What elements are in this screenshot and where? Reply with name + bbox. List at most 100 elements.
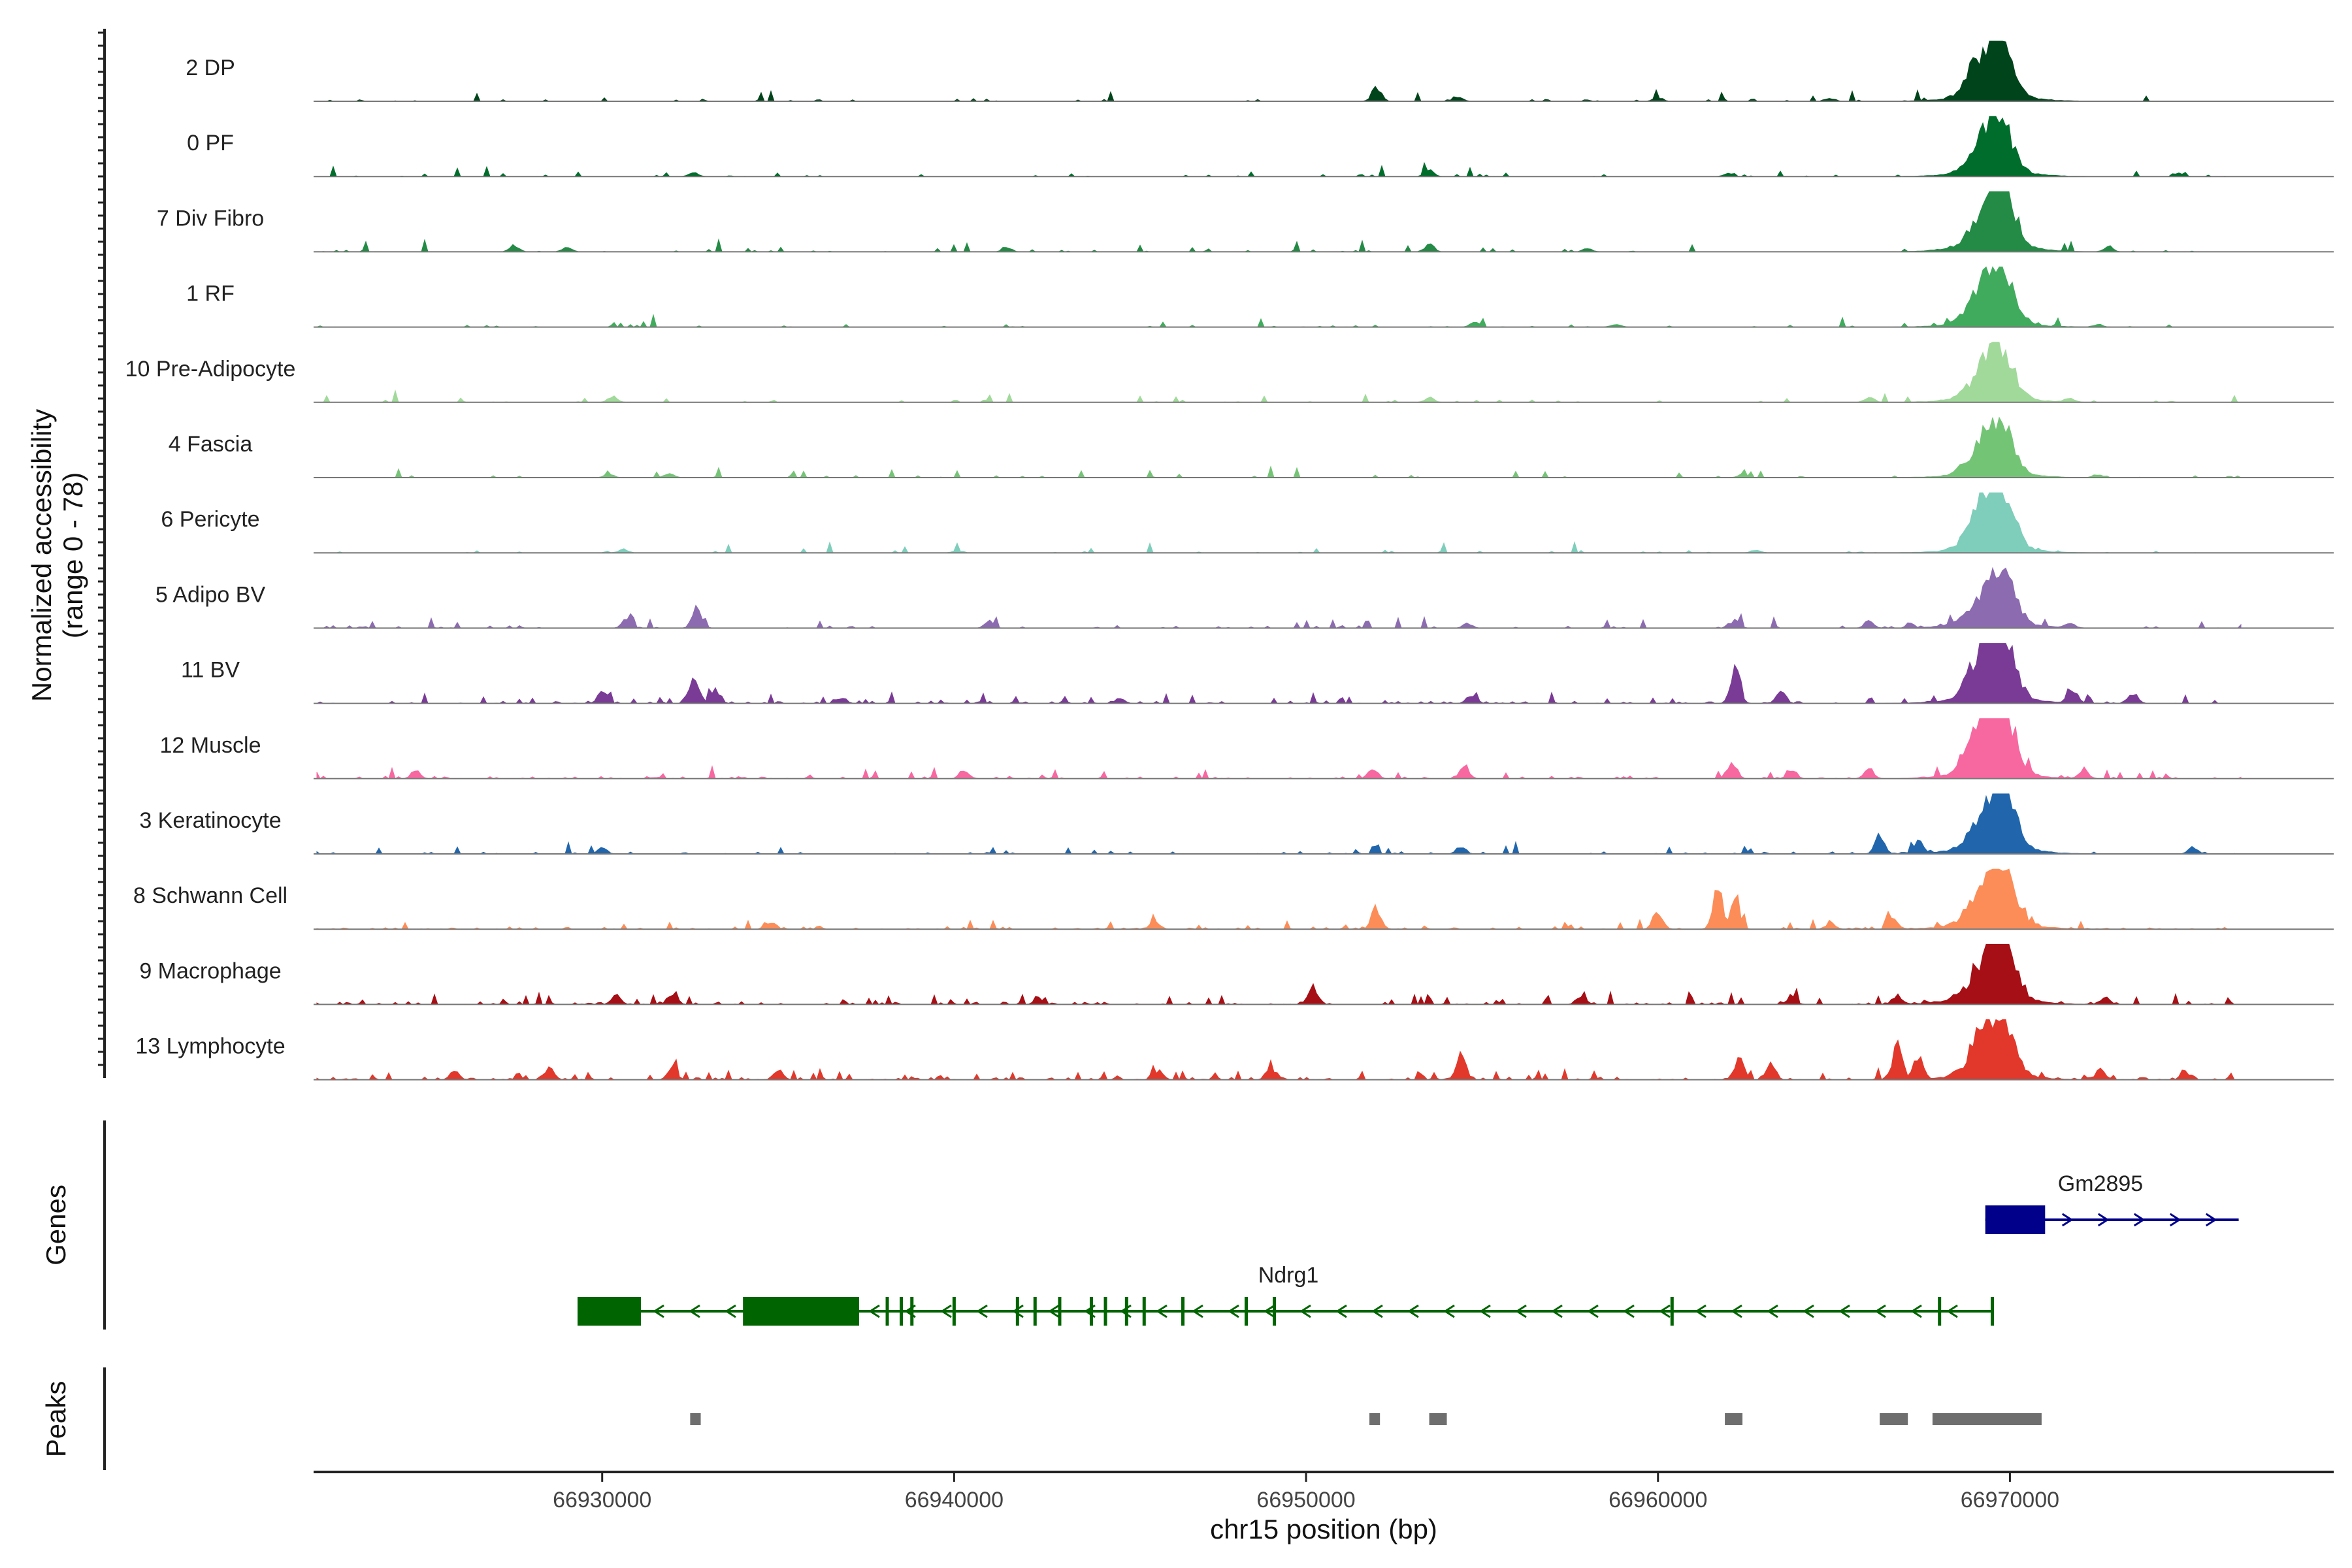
strand-arrow xyxy=(653,1304,664,1318)
strand-arrow xyxy=(1479,1304,1491,1318)
peak-region xyxy=(690,1413,701,1425)
strand-arrow xyxy=(1228,1304,1239,1318)
track-11-bv: 11 BV xyxy=(181,643,2334,704)
coverage-area xyxy=(317,492,2241,554)
strand-arrow xyxy=(1551,1304,1563,1318)
strand-arrow xyxy=(1515,1304,1527,1318)
strand-arrow xyxy=(1264,1304,1275,1318)
gene-coding-exon xyxy=(578,1297,641,1326)
strand-arrow xyxy=(868,1304,880,1318)
x-tick-label: 66940000 xyxy=(905,1488,1004,1512)
track-label: 5 Adipo BV xyxy=(155,582,266,607)
coverage-area xyxy=(316,266,2241,328)
strand-arrow xyxy=(1587,1304,1599,1318)
track-2-dp: 2 DP xyxy=(186,41,2334,102)
coverage-area xyxy=(317,41,2241,102)
track-0-pf: 0 PF xyxy=(187,116,2334,178)
strand-arrow xyxy=(1695,1304,1707,1318)
x-tick-label: 66970000 xyxy=(1961,1488,2059,1512)
y-axis-range: (range 0 - 78) xyxy=(57,472,88,638)
track-12-muscle: 12 Muscle xyxy=(160,718,2334,779)
track-label: 7 Div Fibro xyxy=(157,206,264,231)
strand-arrow xyxy=(1443,1304,1455,1318)
strand-arrow xyxy=(1048,1304,1060,1318)
strand-arrow xyxy=(1299,1304,1311,1318)
track-label: 1 RF xyxy=(186,282,235,306)
strand-arrow xyxy=(1192,1304,1203,1318)
gene-coding-exon xyxy=(1985,1205,2046,1234)
strand-arrow xyxy=(1012,1304,1024,1318)
genes-panel-label: Genes xyxy=(41,1184,71,1266)
genes-panel: Genes Ndrg1 Gm2895 xyxy=(41,1120,2239,1330)
track-6-pericyte: 6 Pericyte xyxy=(161,492,2334,554)
track-label: 10 Pre-Adipocyte xyxy=(125,357,296,382)
peaks-panel-label: Peaks xyxy=(41,1381,71,1458)
strand-arrow xyxy=(976,1304,988,1318)
track-label: 12 Muscle xyxy=(160,733,261,758)
strand-arrow xyxy=(1874,1304,1886,1318)
track-8-schwann-cell: 8 Schwann Cell xyxy=(133,868,2334,930)
strand-arrow xyxy=(1659,1304,1671,1318)
x-tick-label: 66930000 xyxy=(553,1488,651,1512)
peak-region xyxy=(1932,1413,2042,1425)
coverage-area xyxy=(316,943,2241,1005)
strand-arrow xyxy=(1803,1304,1814,1318)
strand-arrow xyxy=(2097,1213,2110,1227)
x-tick-label: 66950000 xyxy=(1256,1488,1355,1512)
coverage-area xyxy=(317,191,2241,253)
track-5-adipo-bv: 5 Adipo BV xyxy=(155,566,2334,629)
x-axis: chr15 position (bp) 66930000 66940000 6695… xyxy=(314,1471,2334,1544)
track-1-rf: 1 RF xyxy=(186,266,2334,328)
strand-arrow xyxy=(1946,1304,1958,1318)
track-label: 11 BV xyxy=(181,658,240,683)
coverage-area xyxy=(317,342,2241,403)
strand-arrow xyxy=(689,1304,700,1318)
strand-arrow xyxy=(1731,1304,1742,1318)
strand-arrow xyxy=(1156,1304,1168,1318)
strand-arrow xyxy=(1371,1304,1383,1318)
strand-arrow xyxy=(2205,1213,2217,1227)
x-tick-label: 66960000 xyxy=(1609,1488,1707,1512)
track-label: 3 Keratinocyte xyxy=(139,808,281,833)
coverage-area xyxy=(316,718,2242,779)
strand-arrow xyxy=(940,1304,952,1318)
peak-region xyxy=(1429,1413,1447,1425)
track-label: 6 Pericyte xyxy=(161,507,259,532)
track-9-macrophage: 9 Macrophage xyxy=(139,943,2334,1005)
track-13-lymphocyte: 13 Lymphocyte xyxy=(135,1019,2334,1081)
track-label: 13 Lymphocyte xyxy=(135,1034,285,1059)
coverage-area xyxy=(316,1019,2241,1081)
strand-arrow xyxy=(2133,1213,2146,1227)
strand-arrow xyxy=(1910,1304,1922,1318)
coverage-tracks: 2 DP 0 PF 7 Div Fibro 1 RF 10 Pre-Adipocyte 4… xyxy=(125,41,2334,1081)
strand-arrow xyxy=(2169,1213,2181,1227)
coverage-area xyxy=(316,793,2241,855)
gene-name-label: Gm2895 xyxy=(2058,1171,2143,1196)
strand-arrow xyxy=(1335,1304,1347,1318)
track-4-fascia: 4 Fascia xyxy=(169,416,2334,478)
gene-name-label: Ndrg1 xyxy=(1258,1263,1319,1288)
strand-arrow xyxy=(1407,1304,1419,1318)
coverage-area xyxy=(316,868,2241,930)
strand-arrow xyxy=(1767,1304,1778,1318)
track-label: 2 DP xyxy=(186,56,235,80)
strand-arrow xyxy=(1623,1304,1635,1318)
gene-ndrg1: Ndrg1 xyxy=(578,1263,1994,1326)
strand-arrow xyxy=(1838,1304,1850,1318)
track-label: 4 Fascia xyxy=(169,432,253,457)
track-7-div-fibro: 7 Div Fibro xyxy=(157,191,2334,253)
coverage-area xyxy=(316,643,2241,704)
peaks-panel: Peaks xyxy=(41,1367,2042,1470)
track-10-pre-adipocyte: 10 Pre-Adipocyte xyxy=(125,342,2334,403)
track-label: 8 Schwann Cell xyxy=(133,883,287,908)
x-axis-title: chr15 position (bp) xyxy=(1210,1514,1437,1544)
peak-region xyxy=(1725,1413,1743,1425)
track-3-keratinocyte: 3 Keratinocyte xyxy=(139,793,2334,855)
gene-gm2895: Gm2895 xyxy=(1985,1171,2239,1234)
strand-arrow xyxy=(2061,1213,2074,1227)
peak-region xyxy=(1369,1413,1380,1425)
y-axis-title: Normalized accessibility xyxy=(26,409,57,702)
strand-arrow xyxy=(725,1304,736,1318)
peak-region xyxy=(1880,1413,1908,1425)
